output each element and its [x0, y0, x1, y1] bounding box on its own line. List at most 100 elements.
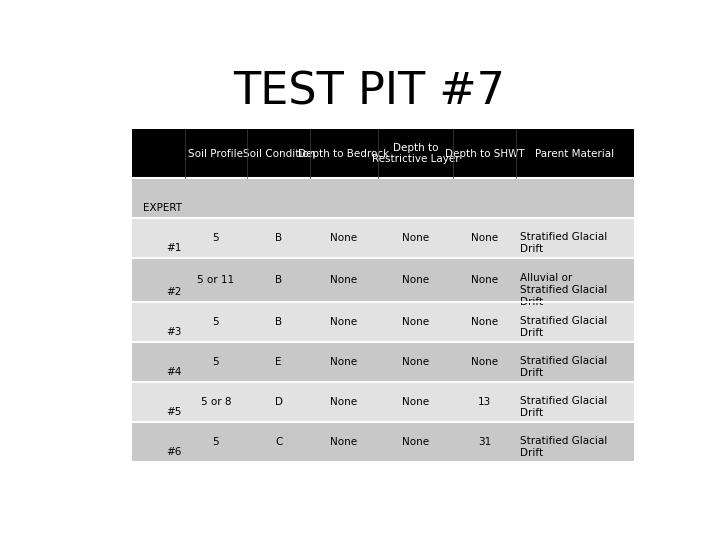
- Text: #2: #2: [166, 287, 181, 297]
- Bar: [378, 258, 454, 302]
- Bar: [310, 178, 378, 218]
- Text: TEST PIT #7: TEST PIT #7: [233, 70, 505, 113]
- Bar: [454, 382, 516, 422]
- Text: Stratified Glacial
Drift: Stratified Glacial Drift: [520, 356, 607, 377]
- Bar: [184, 342, 248, 382]
- Bar: [132, 342, 184, 382]
- Text: E: E: [276, 357, 282, 367]
- Text: Depth to
Restrictive Layer: Depth to Restrictive Layer: [372, 143, 459, 165]
- Bar: [454, 302, 516, 342]
- Text: None: None: [330, 275, 358, 285]
- Text: None: None: [402, 357, 429, 367]
- Bar: [184, 258, 248, 302]
- Bar: [248, 382, 310, 422]
- Bar: [184, 218, 248, 258]
- Bar: [310, 422, 378, 462]
- Bar: [310, 302, 378, 342]
- Bar: [454, 342, 516, 382]
- Bar: [248, 342, 310, 382]
- Text: B: B: [275, 233, 282, 243]
- Bar: [516, 302, 634, 342]
- Text: B: B: [275, 317, 282, 327]
- Bar: [248, 129, 310, 178]
- Text: None: None: [330, 317, 358, 327]
- Bar: [248, 302, 310, 342]
- Bar: [184, 422, 248, 462]
- Text: None: None: [330, 437, 358, 447]
- Text: Soil Profile: Soil Profile: [189, 148, 243, 159]
- Bar: [184, 178, 248, 218]
- Bar: [132, 302, 184, 342]
- Text: None: None: [330, 233, 358, 243]
- Text: #5: #5: [166, 407, 181, 417]
- Text: #4: #4: [166, 367, 181, 377]
- Bar: [132, 218, 184, 258]
- Bar: [132, 422, 184, 462]
- Text: 5 or 8: 5 or 8: [201, 397, 231, 407]
- Text: None: None: [330, 397, 358, 407]
- Text: Depth to Bedrock: Depth to Bedrock: [298, 148, 390, 159]
- Text: 5: 5: [212, 357, 220, 367]
- Text: Parent Material: Parent Material: [536, 148, 615, 159]
- Text: None: None: [402, 233, 429, 243]
- Bar: [132, 129, 184, 178]
- Bar: [248, 178, 310, 218]
- Bar: [184, 382, 248, 422]
- Bar: [454, 218, 516, 258]
- Text: None: None: [471, 357, 498, 367]
- Bar: [454, 258, 516, 302]
- Bar: [378, 382, 454, 422]
- Text: None: None: [471, 317, 498, 327]
- Bar: [310, 258, 378, 302]
- Bar: [516, 129, 634, 178]
- Text: None: None: [402, 317, 429, 327]
- Bar: [248, 218, 310, 258]
- Bar: [454, 178, 516, 218]
- Text: C: C: [275, 437, 282, 447]
- Text: Stratified Glacial
Drift: Stratified Glacial Drift: [520, 316, 607, 338]
- Text: Depth to SHWT: Depth to SHWT: [445, 148, 524, 159]
- Bar: [378, 342, 454, 382]
- Bar: [184, 302, 248, 342]
- Text: EXPERT: EXPERT: [143, 203, 181, 213]
- Bar: [516, 342, 634, 382]
- Text: None: None: [402, 275, 429, 285]
- Bar: [516, 382, 634, 422]
- Text: None: None: [471, 233, 498, 243]
- Text: 13: 13: [478, 397, 491, 407]
- Bar: [454, 422, 516, 462]
- Text: Stratified Glacial
Drift: Stratified Glacial Drift: [520, 232, 607, 253]
- Text: 5 or 11: 5 or 11: [197, 275, 235, 285]
- Text: None: None: [402, 437, 429, 447]
- Bar: [378, 302, 454, 342]
- Bar: [378, 422, 454, 462]
- Text: #3: #3: [166, 327, 181, 337]
- Bar: [516, 178, 634, 218]
- Bar: [454, 129, 516, 178]
- Text: Soil Condition: Soil Condition: [243, 148, 315, 159]
- Bar: [310, 129, 378, 178]
- Text: 5: 5: [212, 317, 220, 327]
- Text: None: None: [471, 275, 498, 285]
- Bar: [132, 178, 184, 218]
- Bar: [378, 129, 454, 178]
- Bar: [516, 218, 634, 258]
- Bar: [516, 422, 634, 462]
- Text: None: None: [330, 357, 358, 367]
- Text: Stratified Glacial
Drift: Stratified Glacial Drift: [520, 396, 607, 417]
- Text: #6: #6: [166, 447, 181, 457]
- Text: 5: 5: [212, 437, 220, 447]
- Text: #1: #1: [166, 243, 181, 253]
- Text: None: None: [402, 397, 429, 407]
- Bar: [132, 258, 184, 302]
- Bar: [310, 342, 378, 382]
- Bar: [378, 178, 454, 218]
- Bar: [132, 382, 184, 422]
- Bar: [248, 258, 310, 302]
- Text: Stratified Glacial
Drift: Stratified Glacial Drift: [520, 436, 607, 457]
- Bar: [310, 382, 378, 422]
- Text: B: B: [275, 275, 282, 285]
- Bar: [184, 129, 248, 178]
- Bar: [310, 218, 378, 258]
- Text: 31: 31: [478, 437, 491, 447]
